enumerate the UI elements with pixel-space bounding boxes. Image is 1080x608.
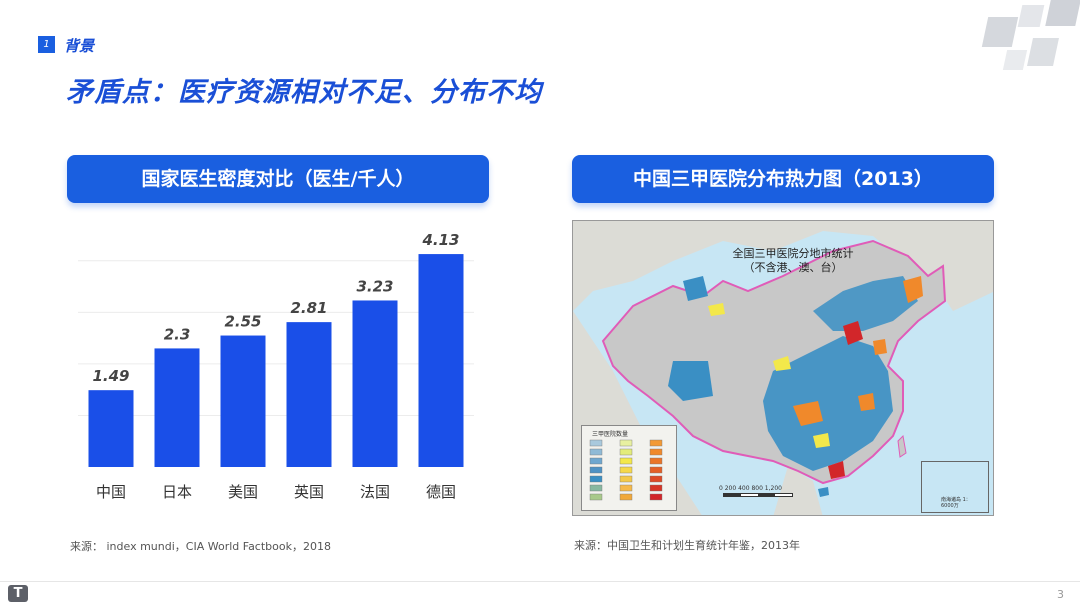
legend-swatch xyxy=(649,466,663,474)
map-scale-bar xyxy=(723,493,793,497)
legend-swatch xyxy=(619,484,633,492)
legend-swatch xyxy=(649,439,663,447)
category-label-1: 日本 xyxy=(162,483,192,501)
bar-0 xyxy=(88,390,134,467)
section-number-badge: 1 xyxy=(38,36,55,53)
bar-value-label-0: 1.49 xyxy=(92,367,129,385)
page-number: 3 xyxy=(1057,588,1064,601)
china-map-graphic xyxy=(573,221,993,515)
bar-value-label-5: 4.13 xyxy=(421,231,459,249)
legend-swatch xyxy=(619,448,633,456)
hospital-heatmap-header: 中国三甲医院分布热力图（2013） xyxy=(572,155,994,203)
footer-divider xyxy=(0,581,1080,582)
legend-swatch xyxy=(619,466,633,474)
legend-swatch xyxy=(589,475,603,483)
south-sea-inset xyxy=(921,461,989,513)
map-scale-text: 0 200 400 800 1,200 xyxy=(719,485,782,492)
bar-1 xyxy=(154,348,200,467)
map-legend: 三甲医院数量 xyxy=(581,425,677,511)
legend-swatch xyxy=(589,466,603,474)
page-title: 矛盾点：医疗资源相对不足、分布不均 xyxy=(66,77,542,108)
bar-value-label-2: 2.55 xyxy=(224,313,261,331)
legend-swatch xyxy=(649,457,663,465)
map-legend-title: 三甲医院数量 xyxy=(592,431,629,438)
hospital-distribution-map: 全国三甲医院分地市统计 （不含港、澳、台） 三甲医院数量 0 200 400 8… xyxy=(572,220,994,516)
legend-swatch xyxy=(619,439,633,447)
category-label-2: 美国 xyxy=(228,483,258,501)
bar-value-label-1: 2.3 xyxy=(164,325,191,343)
legend-swatch xyxy=(649,448,663,456)
section-label: 背景 xyxy=(64,37,95,55)
bar-value-label-4: 3.23 xyxy=(356,277,393,295)
bar-value-label-3: 2.81 xyxy=(290,299,327,317)
map-title: 全国三甲医院分地市统计 （不含港、澳、台） xyxy=(723,247,863,275)
category-label-4: 法国 xyxy=(360,483,390,501)
category-label-0: 中国 xyxy=(96,483,126,501)
legend-swatch xyxy=(589,457,603,465)
map-legend-swatches xyxy=(589,439,663,501)
legend-swatch xyxy=(649,475,663,483)
category-label-5: 德国 xyxy=(426,483,456,501)
legend-swatch xyxy=(589,484,603,492)
legend-swatch xyxy=(589,448,603,456)
bar-2 xyxy=(220,335,266,467)
legend-swatch xyxy=(619,457,633,465)
legend-swatch xyxy=(649,484,663,492)
bar-4 xyxy=(352,300,398,467)
legend-swatch xyxy=(619,475,633,483)
south-sea-inset-label: 南海诸岛 1：6000万 xyxy=(941,497,971,509)
right-source-note: 来源：中国卫生和计划生育统计年鉴，2013年 xyxy=(574,539,800,552)
legend-swatch xyxy=(619,493,633,501)
legend-swatch xyxy=(589,439,603,447)
legend-swatch xyxy=(589,493,603,501)
legend-swatch xyxy=(649,493,663,501)
company-logo-icon: T xyxy=(8,585,28,602)
map-title-line1: 全国三甲医院分地市统计 xyxy=(732,247,854,260)
category-label-3: 英国 xyxy=(294,483,324,501)
bar-3 xyxy=(286,322,332,467)
left-source-note: 来源： index mundi，CIA World Factbook，2018 xyxy=(70,540,331,553)
bar-5 xyxy=(418,254,464,467)
map-title-line2: （不含港、澳、台） xyxy=(743,261,843,274)
doctor-density-header: 国家医生密度对比（医生/千人） xyxy=(67,155,489,203)
doctor-density-bar-chart: 1.49 中国 2.3 日本 2.55 美国 2.81 英国 3.23 法国 4.13 德国 xyxy=(78,231,474,501)
